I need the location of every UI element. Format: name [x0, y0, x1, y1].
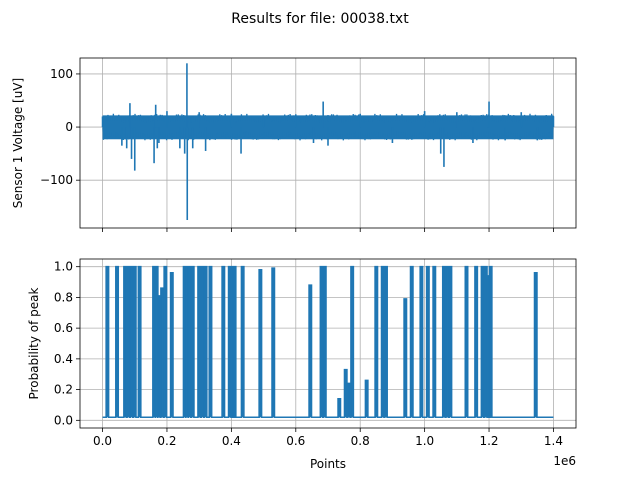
y-tick-label: −100 [40, 173, 73, 187]
bottom-panel: 0.0 0.2 0.4 0.6 0.8 1.0 1.2 1.4 0.0 0.2 0.4 0.6 0.8 1… [27, 258, 577, 471]
x-tick-label: 0.8 [351, 434, 370, 448]
y-axis-label: Sensor 1 Voltage [uV] [11, 78, 25, 208]
x-tick-label: 1.2 [479, 434, 498, 448]
y-tick-label: 0.8 [54, 290, 73, 304]
y-axis-label: Probability of peak [27, 287, 41, 399]
x-tick-label: 0.4 [222, 434, 241, 448]
x-axis-label: Points [310, 457, 346, 471]
y-tick-label: 0 [65, 120, 73, 134]
probability-line [102, 265, 554, 419]
axes-frame [79, 57, 577, 229]
y-tick-label: 0.2 [54, 383, 73, 397]
x-tick-label: 1.0 [415, 434, 434, 448]
axes-frame [79, 258, 577, 429]
signal-line [101, 113, 555, 141]
x-tick-label: 0.2 [157, 434, 176, 448]
figure-title: Results for file: 00038.txt [231, 11, 409, 27]
x-tick-label: 0.6 [286, 434, 305, 448]
x-tick-label: 0.0 [93, 434, 112, 448]
y-tick-label: 0.6 [54, 321, 73, 335]
y-tick-label: 0.4 [54, 352, 73, 366]
y-tick-label: 1.0 [54, 260, 73, 274]
y-tick-label: 100 [50, 67, 73, 81]
series-group [101, 63, 555, 221]
x-tick-label: 1.4 [544, 434, 563, 448]
series-group [102, 265, 554, 419]
y-tick-label: 0.0 [54, 413, 73, 427]
top-panel: −100 0 100 Sensor 1 Voltage [uV] [11, 57, 577, 232]
x-offset-label: 1e6 [553, 454, 576, 468]
